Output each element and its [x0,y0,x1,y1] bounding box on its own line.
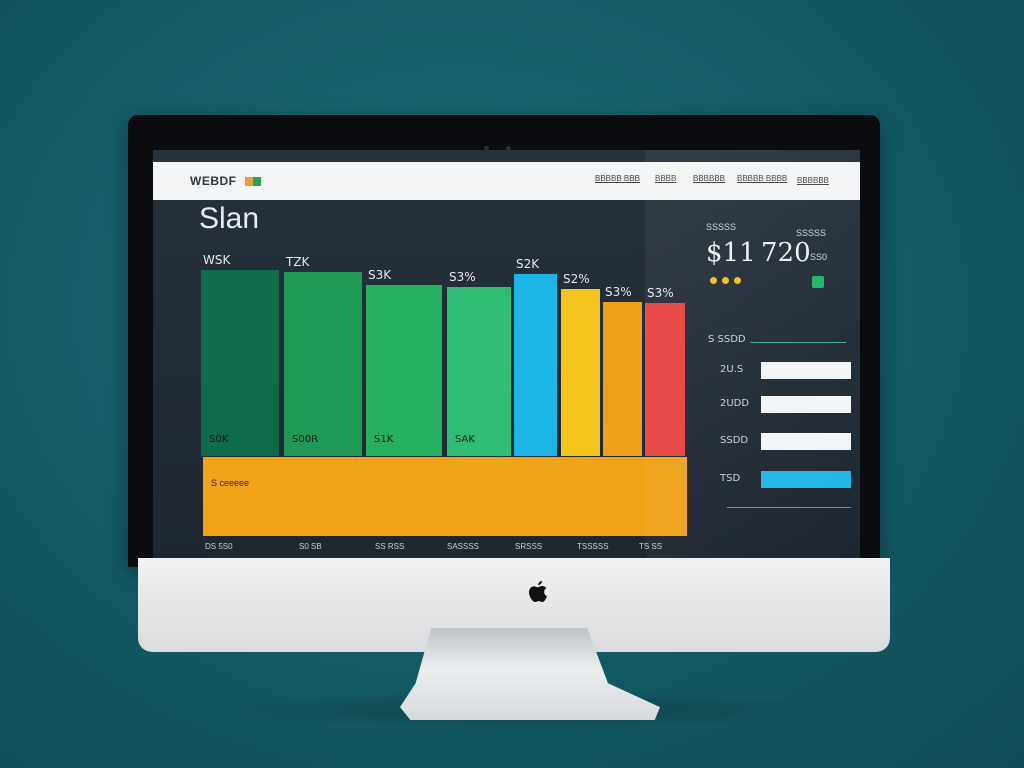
bar-top-label-4: S3% [449,270,476,284]
x-axis-label-7: TS SS [639,542,663,551]
bar-inner-label-2: S00R [292,434,319,445]
x-axis-label-1: DS 5S0 [205,542,233,551]
screen: WEBDF BBBBB BBB BBBB BBBBBB BBBBB BBBB B… [153,150,860,558]
x-axis-label-5: SRSSS [515,542,543,551]
brand-name[interactable]: WEBDF [190,174,237,188]
camera-sensor-icon [506,146,511,151]
row-bar-2[interactable] [761,396,851,413]
bar-4[interactable] [447,287,511,456]
nav-item-4[interactable]: BBBBB BBBB [737,174,788,183]
row-label-3: SSDD [720,435,749,446]
bar-top-label-8: S3% [647,286,674,300]
x-axis-label-2: S0 SB [299,542,322,551]
bar-5[interactable] [514,274,557,456]
bar-top-label-5: S2K [516,257,540,271]
status-chip [812,276,824,288]
section-title: S SSDD [708,334,746,345]
page-title: Slan [199,202,260,235]
top-nav-bar: WEBDF BBBBB BBB BBBB BBBBBB BBBBB BBBB B… [153,162,860,200]
bar-inner-label-1: S0K [209,434,229,445]
summary-band [203,457,687,536]
bar-top-label-6: S2% [563,272,590,286]
stat-label-right: SSSSS [796,228,827,238]
row-label-2: 2UDD [720,398,750,409]
x-axis-label-6: TSSSSS [577,542,609,551]
summary-band-label: S ceeeee [211,478,250,488]
bar-2[interactable] [284,272,362,456]
row-bar-1[interactable] [761,362,851,379]
indicator-dot-3 [734,277,741,284]
bar-inner-label-4: SAK [455,434,475,445]
stat-value-2: 720 [761,238,811,268]
row-bar-3[interactable] [761,433,851,450]
axis-strip [203,538,687,557]
indicator-dot-2 [722,277,729,284]
bar-top-label-2: TZK [286,255,310,269]
row-label-4: TSD [720,473,741,484]
bar-3[interactable] [366,285,442,456]
bar-1[interactable] [201,270,279,456]
bar-inner-label-3: S1K [374,434,394,445]
stat-value-1: $11 [706,238,756,268]
nav-item-2[interactable]: BBBB [655,174,677,183]
section-rule-top [750,342,846,343]
x-axis-label-3: SS RSS [375,542,405,551]
nav-item-3[interactable]: BBBBBB [693,174,726,183]
section-rule-bottom [727,507,851,508]
stat-unit: SS0 [810,252,828,262]
bar-8[interactable] [645,303,685,456]
bar-6[interactable] [561,289,600,456]
brand-logo-icon [245,177,261,186]
row-label-1: 2U.S [720,364,744,375]
x-axis-label-4: SASSSS [447,542,480,551]
row-bar-4[interactable] [761,471,851,488]
apple-logo-icon [529,581,547,602]
nav-item-1[interactable]: BBBBB BBB [595,174,640,183]
bar-top-label-7: S3% [605,285,632,299]
stat-label-left: SSSSS [706,222,737,232]
nav-item-5[interactable]: BBBBBB [797,176,830,185]
camera-icon [484,146,489,151]
indicator-dot-1 [710,277,717,284]
bar-7[interactable] [603,302,642,456]
bar-top-label-3: S3K [368,268,392,282]
bar-top-label-1: WSK [203,253,231,267]
